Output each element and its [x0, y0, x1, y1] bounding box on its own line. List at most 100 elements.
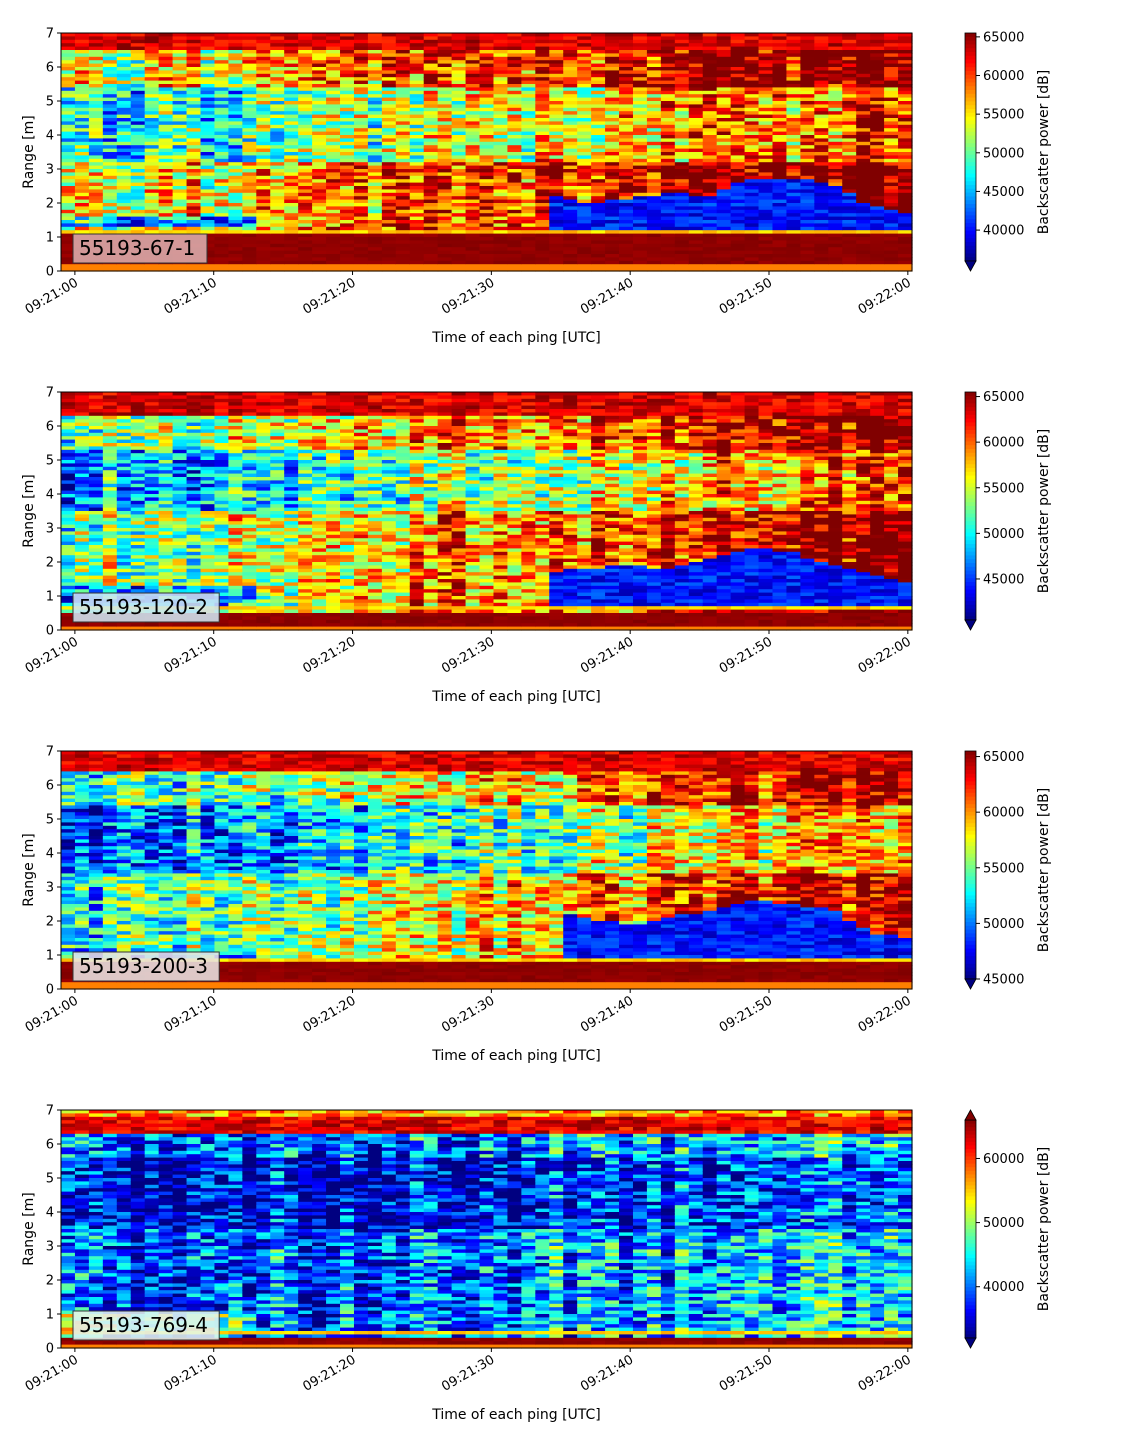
heatmap-cell	[74, 473, 90, 478]
heatmap-cell	[772, 189, 788, 194]
heatmap-cell	[842, 182, 857, 187]
heatmap-cell	[549, 165, 564, 170]
heatmap-cell	[144, 43, 160, 48]
heatmap-cell	[74, 582, 90, 587]
colorbar-tick-label: 55000	[983, 108, 1024, 123]
heatmap-cell	[674, 60, 690, 65]
heatmap-cell	[61, 558, 76, 563]
heatmap-cell	[772, 165, 788, 170]
heatmap-cell	[158, 87, 174, 92]
heatmap-cell	[646, 107, 662, 112]
heatmap-cell	[674, 118, 690, 122]
heatmap-cell	[591, 60, 606, 65]
heatmap-cell	[172, 422, 188, 427]
heatmap-cell	[116, 562, 132, 566]
heatmap-cell	[88, 623, 104, 628]
heatmap-cell	[130, 575, 146, 580]
heatmap-cell	[521, 192, 536, 197]
heatmap-cell	[172, 43, 188, 48]
heatmap-cell	[451, 60, 467, 65]
heatmap-cell	[800, 33, 815, 37]
heatmap-cell	[130, 623, 146, 628]
heatmap-cell	[88, 446, 104, 451]
heatmap-cell	[451, 107, 467, 112]
heatmap-cell	[702, 97, 718, 102]
heatmap-cell	[158, 432, 174, 437]
heatmap-cell	[74, 155, 90, 160]
heatmap-cell	[577, 104, 592, 109]
heatmap-cell	[130, 165, 146, 170]
x-tick-label: 09:22:00	[856, 275, 914, 317]
heatmap-cell	[214, 90, 230, 95]
heatmap-cell	[479, 67, 495, 71]
heatmap-cell	[716, 70, 732, 75]
heatmap-cell	[116, 206, 132, 211]
heatmap-cell	[270, 33, 285, 37]
heatmap-cell	[828, 186, 843, 190]
heatmap-cell	[367, 223, 383, 228]
heatmap-cell	[172, 179, 188, 184]
heatmap-cell	[395, 250, 411, 255]
heatmap-cell	[409, 162, 425, 167]
heatmap-cell	[242, 111, 257, 116]
heatmap-cell	[130, 453, 146, 458]
colorbar-segment	[965, 93, 976, 99]
heatmap-cell	[465, 80, 481, 85]
heatmap-cell	[228, 84, 243, 88]
heatmap-cell	[228, 101, 243, 105]
heatmap-cell	[437, 107, 453, 112]
heatmap-cell	[61, 528, 76, 532]
heatmap-cell	[298, 63, 313, 68]
heatmap-cell	[88, 46, 104, 51]
heatmap-cell	[395, 114, 411, 119]
heatmap-cell	[549, 84, 564, 88]
heatmap-cell	[744, 67, 760, 71]
heatmap-cell	[828, 226, 843, 231]
heatmap-cell	[200, 223, 216, 228]
heatmap-cell	[395, 87, 411, 92]
heatmap-cell	[619, 131, 634, 136]
heatmap-cell	[214, 43, 230, 48]
heatmap-cell	[814, 267, 829, 272]
heatmap-cell	[353, 77, 369, 82]
heatmap-cell	[116, 209, 132, 214]
heatmap-cell	[409, 36, 425, 41]
colorbar-segment	[965, 211, 976, 216]
heatmap-cell	[800, 237, 815, 241]
heatmap-cell	[884, 189, 899, 194]
heatmap-cell	[409, 196, 425, 201]
heatmap-cell	[674, 155, 690, 160]
heatmap-cell	[870, 56, 885, 61]
heatmap-cell	[758, 141, 774, 146]
heatmap-cell	[688, 145, 704, 150]
heatmap-cell	[158, 589, 174, 594]
heatmap-cell	[786, 77, 801, 82]
heatmap-cell	[605, 179, 620, 184]
heatmap-cell	[130, 449, 146, 454]
heatmap-cell	[353, 118, 369, 122]
heatmap-cell	[88, 135, 104, 139]
heatmap-cell	[465, 39, 481, 44]
heatmap-cell	[660, 155, 676, 160]
heatmap-cell	[465, 206, 481, 211]
heatmap-cell	[856, 196, 871, 201]
heatmap-cell	[102, 162, 118, 167]
heatmap-cell	[61, 33, 76, 37]
heatmap-cell	[674, 33, 690, 37]
heatmap-cell	[116, 545, 132, 549]
heatmap-cell	[493, 158, 509, 163]
heatmap-cell	[619, 237, 634, 241]
heatmap-cell	[116, 456, 132, 461]
heatmap-cell	[451, 131, 467, 136]
heatmap-cell	[870, 107, 885, 112]
heatmap-cell	[507, 36, 522, 41]
heatmap-cell	[158, 264, 174, 269]
heatmap-cell	[898, 158, 913, 163]
heatmap-cell	[898, 80, 913, 85]
heatmap-cell	[605, 77, 620, 82]
heatmap-cell	[632, 114, 648, 119]
heatmap-cell	[88, 517, 104, 522]
heatmap-cell	[102, 565, 118, 570]
heatmap-cell	[102, 179, 118, 184]
